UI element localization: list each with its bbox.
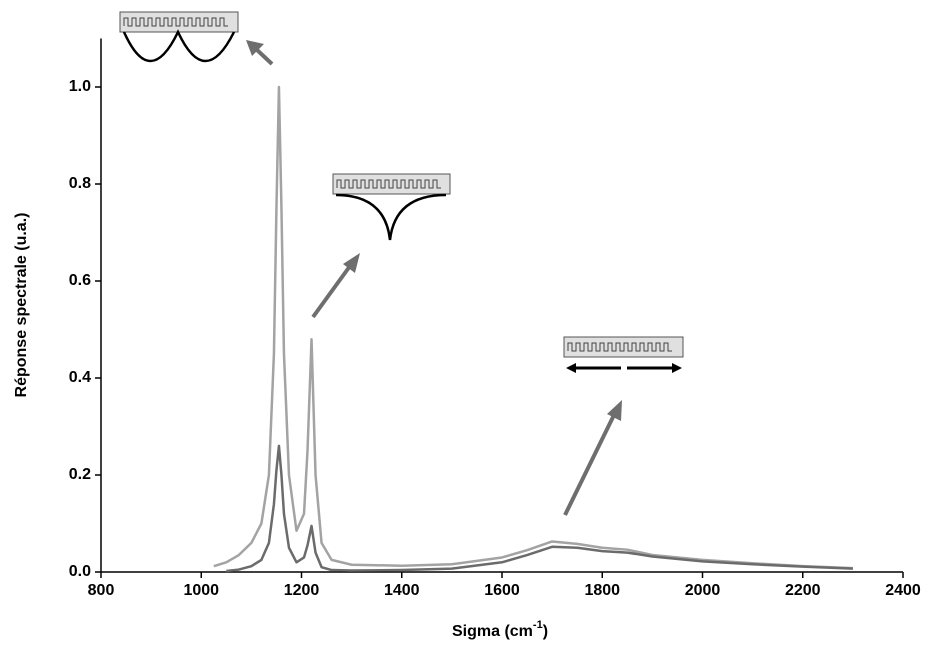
x-title-text: Sigma (cm xyxy=(452,623,533,640)
y-tick-label: 0.4 xyxy=(69,369,91,386)
arrows xyxy=(254,47,616,516)
comb xyxy=(123,17,228,27)
y-axis-title: Réponse spectrale (u.a.) xyxy=(13,213,30,398)
x-title-sup: -1 xyxy=(533,619,543,631)
x-tick-label: 800 xyxy=(88,582,115,599)
x-tick-label: 2200 xyxy=(785,582,821,599)
x-axis-title: Sigma (cm-1) xyxy=(452,619,548,640)
x-tick-label: 1200 xyxy=(284,582,320,599)
x-tick-label: 1800 xyxy=(584,582,620,599)
y-tick-label: 0.8 xyxy=(69,175,91,192)
x-tick-label: 1600 xyxy=(484,582,520,599)
arrowhead xyxy=(343,253,360,273)
arrowhead xyxy=(246,40,264,56)
x-tick-label: 1000 xyxy=(183,582,219,599)
x-title-close: ) xyxy=(543,623,548,640)
x-tick-label: 1400 xyxy=(384,582,420,599)
inset-mode xyxy=(335,193,447,241)
inset-grating xyxy=(332,173,451,195)
x-tick-label: 2400 xyxy=(885,582,921,599)
series-line xyxy=(213,85,853,570)
arrow xyxy=(254,47,274,66)
arrow xyxy=(563,414,616,516)
series-line xyxy=(226,444,853,573)
comb xyxy=(336,179,441,189)
y-tick-label: 0.2 xyxy=(69,466,91,483)
y-tick-label: 0.0 xyxy=(69,563,91,580)
x-tick-label: 2000 xyxy=(685,582,721,599)
arrow xyxy=(311,264,352,319)
inset-mode xyxy=(122,29,236,63)
y-tick-label: 1.0 xyxy=(69,78,91,95)
arrowheads xyxy=(246,40,622,421)
insets xyxy=(119,11,684,516)
arrowhead xyxy=(607,400,622,421)
y-tick-label: 0.6 xyxy=(69,272,91,289)
comb xyxy=(567,342,672,352)
